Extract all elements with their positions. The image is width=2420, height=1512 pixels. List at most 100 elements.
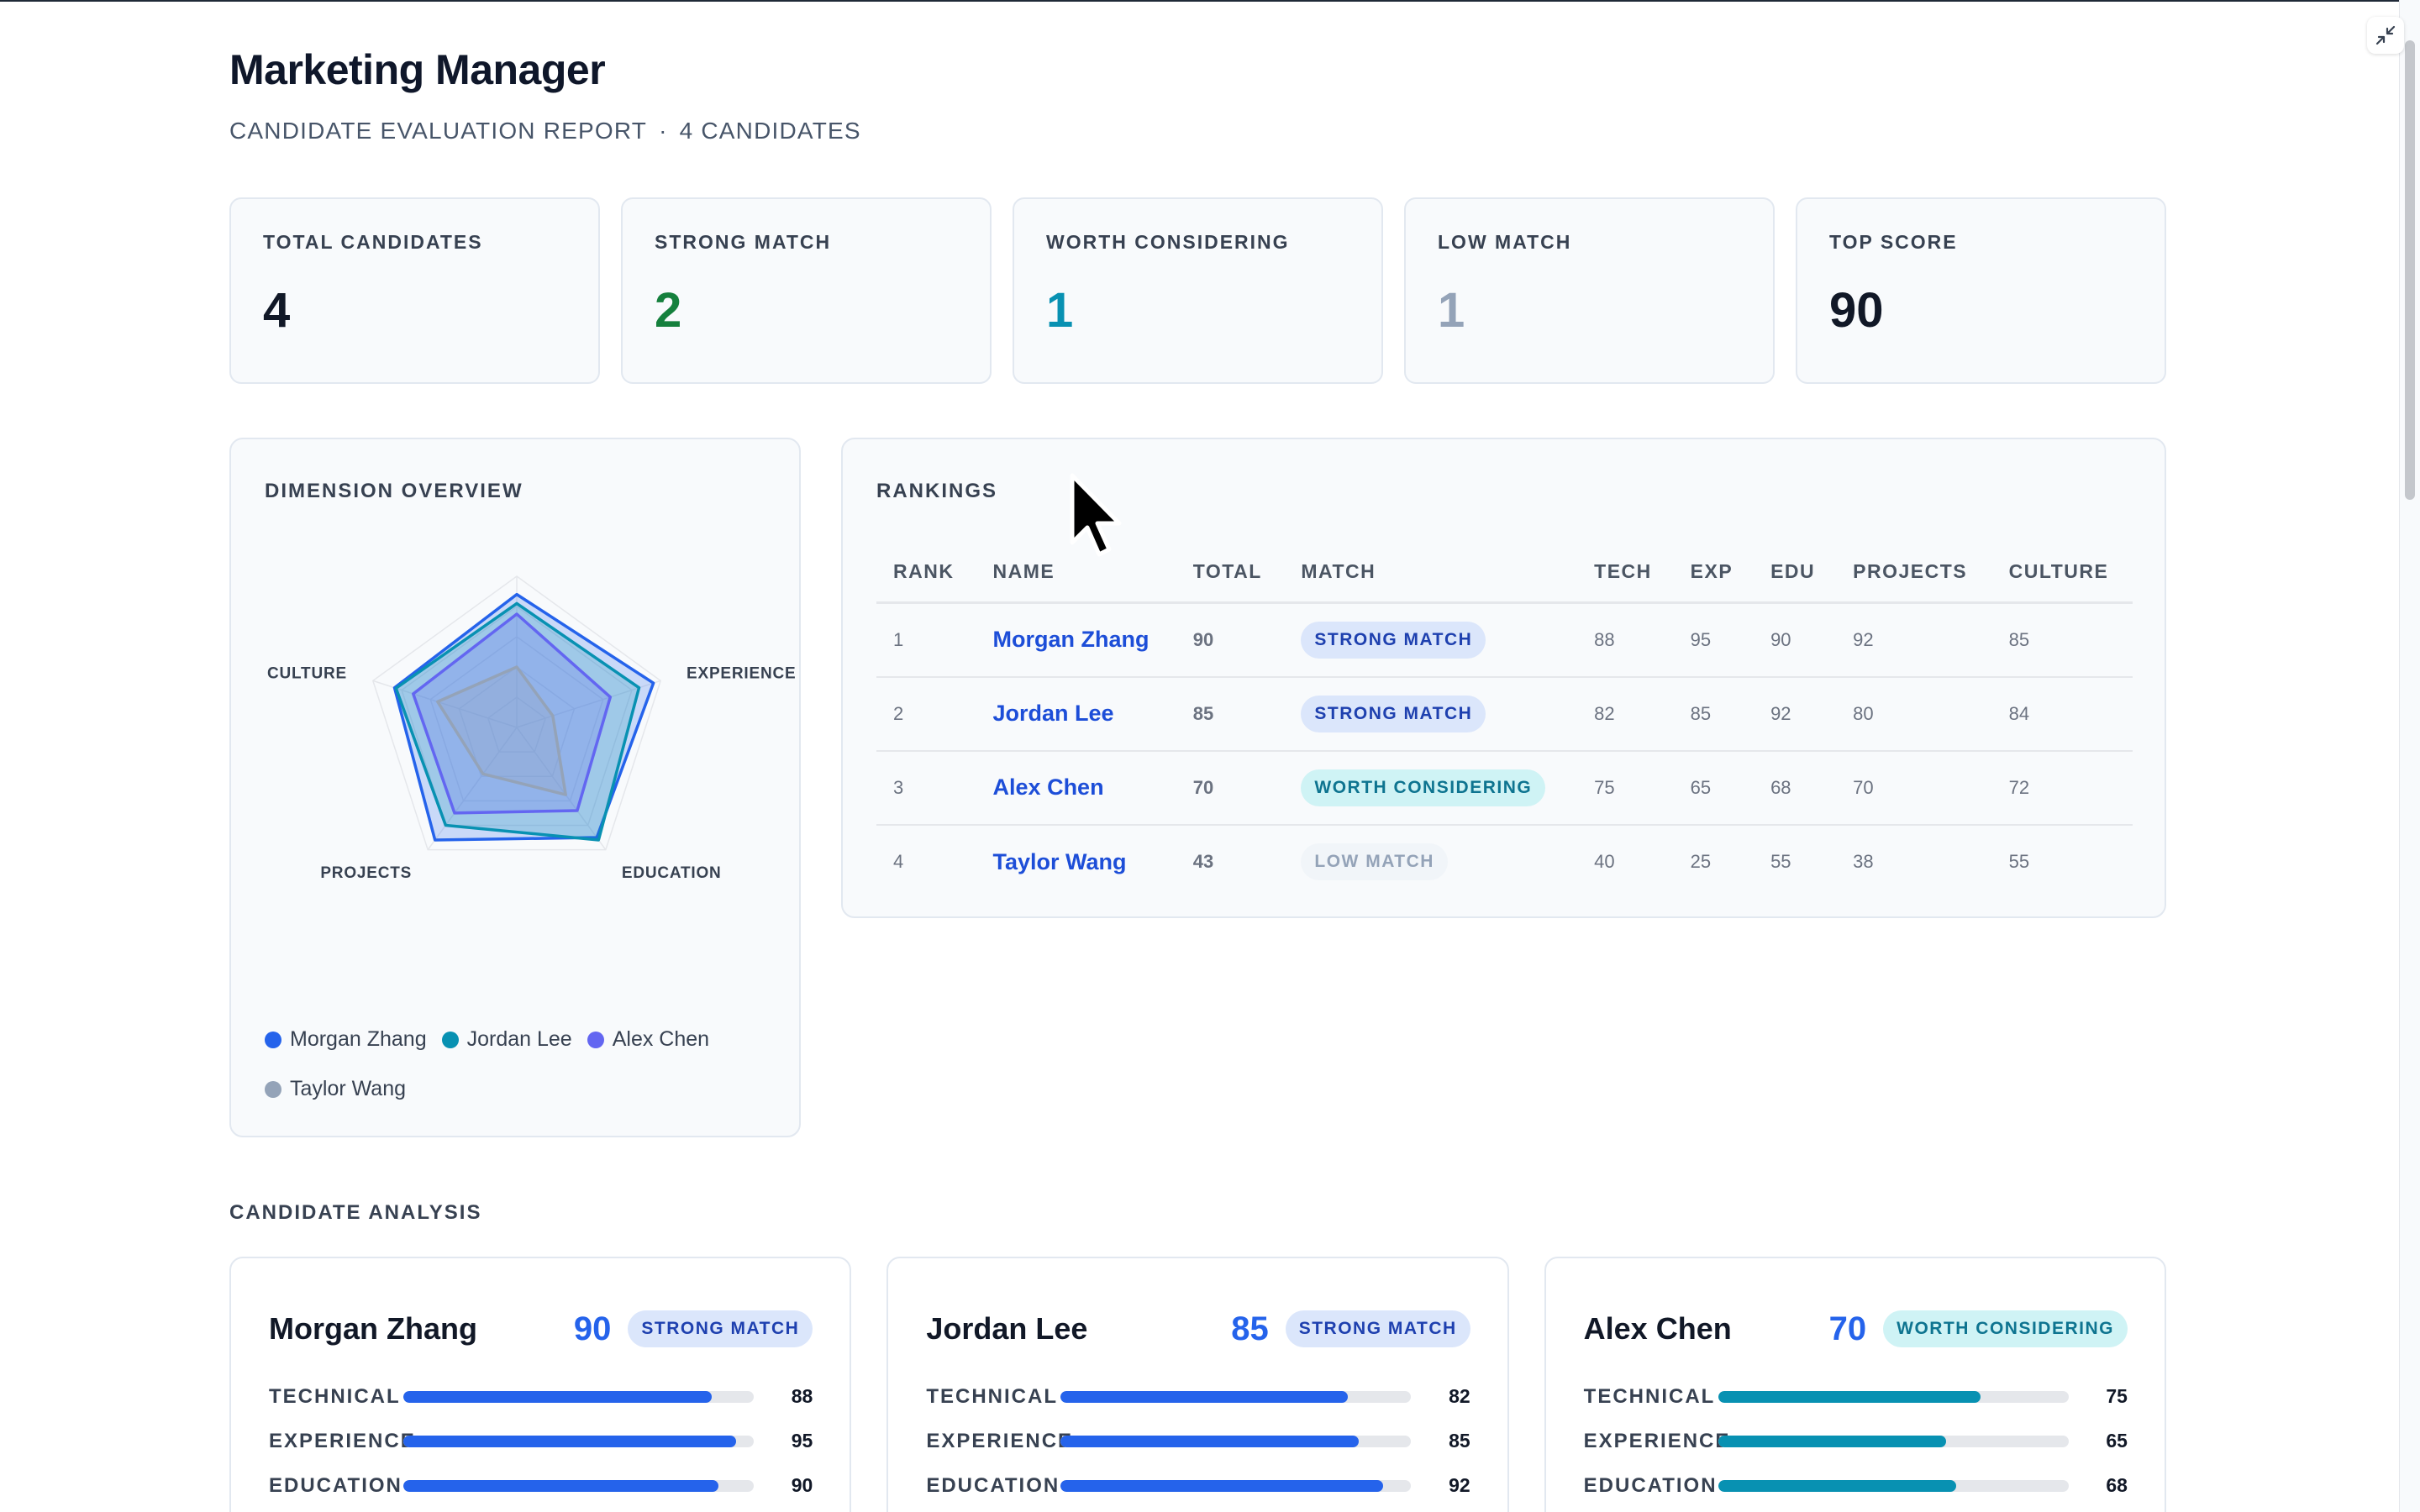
- table-header-row: RANK NAME TOTAL MATCH TECH EXP EDU PROJECTS CULT…: [876, 540, 2133, 604]
- culture-score-cell: 85: [1991, 602, 2133, 678]
- score-bar-fill: [403, 1479, 719, 1492]
- radar-axis-label: EDUCATION: [622, 864, 722, 882]
- culture-score-cell: 72: [1991, 750, 2133, 826]
- table-row[interactable]: 4 Taylor Wang 43 LOW MATCH 40 25 55 38 55: [876, 825, 2133, 899]
- candidate-card[interactable]: Alex Chen 70 WORTH CONSIDERING TECHNICAL 75 E…: [1544, 1257, 2166, 1512]
- collapse-icon: [2375, 25, 2396, 45]
- edu-score-cell: 68: [1754, 750, 1837, 826]
- legend-label: Jordan Lee: [466, 1027, 572, 1051]
- match-badge: STRONG MATCH: [1285, 1310, 1470, 1347]
- tech-score-cell: 82: [1577, 676, 1674, 752]
- table-row[interactable]: 3 Alex Chen 70 WORTH CONSIDERING 75 65 68 70 72: [876, 750, 2133, 826]
- dimension-bar-row: EXPERIENCE 95: [269, 1419, 813, 1463]
- dimension-value: 92: [1449, 1474, 1470, 1496]
- column-header: PROJECTS: [1836, 540, 1992, 604]
- exp-score-cell: 25: [1690, 851, 1712, 872]
- dimension-label: EXPERIENCE: [269, 1429, 416, 1452]
- score-bar-track: [1718, 1479, 2069, 1492]
- legend-label: Morgan Zhang: [290, 1027, 427, 1051]
- dimension-value: 88: [791, 1385, 813, 1407]
- candidate-score: 70: [1828, 1310, 1867, 1347]
- dimension-label: EDUCATION: [269, 1473, 402, 1497]
- score-bar-fill: [1718, 1479, 1957, 1492]
- candidate-link[interactable]: Morgan Zhang: [992, 627, 1150, 653]
- dimension-label: TECHNICAL: [269, 1384, 401, 1408]
- table-row[interactable]: 2 Jordan Lee 85 STRONG MATCH 82 85 92 80 84: [876, 676, 2133, 752]
- column-header: EXP: [1673, 540, 1754, 604]
- tech-score-cell: 88: [1577, 602, 1674, 678]
- culture-score-cell: 84: [1991, 676, 2133, 752]
- name-cell: Taylor Wang: [976, 825, 1176, 899]
- vertical-scrollbar[interactable]: [2399, 0, 2420, 1512]
- window-top-border: [0, 0, 2420, 2]
- mouse-cursor-icon: [1070, 473, 1122, 557]
- candidate-cards: Morgan Zhang 90 STRONG MATCH TECHNICAL 88 EXP…: [229, 1257, 2166, 1512]
- candidate-link[interactable]: Taylor Wang: [992, 848, 1127, 874]
- projects-score-cell: 38: [1853, 851, 1874, 872]
- radar-grid-ring: [458, 666, 576, 777]
- match-cell: WORTH CONSIDERING: [1284, 750, 1578, 826]
- match-badge: WORTH CONSIDERING: [1301, 769, 1546, 806]
- rank-cell: 2: [876, 676, 976, 752]
- candidate-score: 90: [573, 1310, 612, 1347]
- candidate-card[interactable]: Morgan Zhang 90 STRONG MATCH TECHNICAL 88 EXP…: [229, 1257, 852, 1512]
- projects-score-cell: 70: [1836, 750, 1992, 826]
- card-header: Jordan Lee 85 STRONG MATCH: [926, 1307, 1470, 1351]
- legend-swatch: [265, 1031, 281, 1048]
- table-row[interactable]: 1 Morgan Zhang 90 STRONG MATCH 88 95 90 92 85: [876, 602, 2133, 678]
- radar-axis-label: CULTURE: [267, 664, 347, 682]
- stat-value: 1: [1046, 283, 1074, 338]
- score-bar-fill: [1718, 1390, 1981, 1403]
- column-header: EDU: [1754, 540, 1837, 604]
- legend-item[interactable]: Alex Chen: [587, 1027, 709, 1052]
- rankings-title: RANKINGS: [876, 480, 998, 502]
- exp-score-cell: 65: [1673, 750, 1754, 826]
- legend-swatch: [441, 1031, 459, 1048]
- legend-item[interactable]: Taylor Wang: [265, 1077, 406, 1101]
- score-bar-fill: [1718, 1435, 1946, 1447]
- score-bar-track: [1718, 1435, 2069, 1447]
- stat-top-score: TOP SCORE 90: [1796, 197, 2166, 384]
- score-bar-track: [403, 1479, 754, 1492]
- legend-item[interactable]: Morgan Zhang: [265, 1027, 427, 1052]
- rankings-table: RANK NAME TOTAL MATCH TECH EXP EDU PROJECTS CULT…: [876, 540, 2133, 899]
- dimension-bar-row: TECHNICAL 75: [1584, 1374, 2128, 1419]
- score-bar-track: [403, 1435, 754, 1447]
- legend-item[interactable]: Jordan Lee: [441, 1027, 572, 1052]
- radar-axis-line: [516, 680, 661, 728]
- column-header: NAME: [976, 540, 1176, 604]
- rank-cell: 1: [876, 602, 976, 678]
- score-bar-fill: [1060, 1435, 1359, 1447]
- radar-axis-line: [516, 727, 607, 851]
- match-cell: STRONG MATCH: [1284, 676, 1578, 752]
- radar-legend: Morgan Zhang Jordan Lee Alex Chen Taylor Wa…: [265, 1027, 769, 1101]
- stat-value: 1: [1438, 283, 1465, 338]
- dimension-bar-row: EDUCATION 90: [269, 1463, 813, 1508]
- report-type-label: CANDIDATE EVALUATION REPORT: [229, 118, 648, 144]
- rankings-panel: RANKINGS RANK NAME TOTAL MATCH TECH EXP EDU PRO…: [841, 438, 2166, 918]
- candidate-analysis-title: CANDIDATE ANALYSIS: [229, 1201, 482, 1224]
- rank-cell: 3: [876, 750, 976, 826]
- stat-value: 4: [263, 283, 291, 338]
- candidate-link[interactable]: Alex Chen: [992, 774, 1104, 800]
- legend-label: Alex Chen: [612, 1027, 710, 1051]
- scrollbar-thumb[interactable]: [2405, 40, 2415, 500]
- dimension-label: EXPERIENCE: [1583, 1429, 1731, 1452]
- candidate-link[interactable]: Jordan Lee: [992, 701, 1114, 726]
- candidate-score: 85: [1231, 1310, 1269, 1347]
- candidate-card[interactable]: Jordan Lee 85 STRONG MATCH TECHNICAL 82 EXPER…: [886, 1257, 1509, 1512]
- total-cell: 85: [1176, 676, 1285, 752]
- stat-label: TOP SCORE: [1829, 231, 1958, 253]
- match-cell: LOW MATCH: [1284, 825, 1577, 899]
- candidate-name: Morgan Zhang: [269, 1311, 477, 1346]
- edu-score-cell: 55: [1770, 851, 1791, 872]
- collapse-button[interactable]: [2367, 17, 2404, 54]
- score-bar-track: [1060, 1435, 1412, 1447]
- legend-swatch: [265, 1080, 281, 1098]
- dimension-bar-row: EDUCATION 92: [926, 1463, 1470, 1508]
- culture-score-cell: 55: [2008, 851, 2030, 872]
- radar-series-polygon: [392, 592, 655, 842]
- total-cell: 43: [1192, 851, 1214, 872]
- score-bar-fill: [1060, 1479, 1383, 1492]
- dimension-overview-title: DIMENSION OVERVIEW: [265, 480, 523, 502]
